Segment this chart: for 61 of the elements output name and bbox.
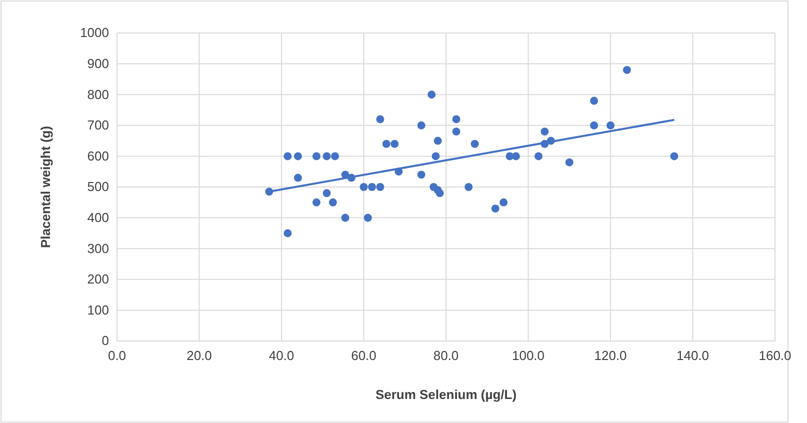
point: [606, 121, 614, 130]
x-tick-label: 60.0: [351, 348, 376, 364]
point: [428, 90, 436, 99]
point: [322, 189, 331, 198]
point: [312, 198, 320, 206]
point: [417, 170, 426, 179]
point: [376, 115, 384, 124]
y-tick-label: 100: [87, 302, 109, 318]
point: [284, 152, 292, 160]
point: [565, 158, 574, 166]
y-tick-label: 300: [87, 240, 109, 256]
point: [284, 229, 292, 238]
x-axis-title: Serum Selenium (µg/L): [375, 387, 517, 402]
point: [434, 136, 442, 145]
point: [294, 152, 302, 160]
y-tick-label: 200: [87, 272, 109, 287]
point: [590, 96, 598, 105]
y-tick-label: 500: [87, 179, 109, 194]
point: [417, 121, 426, 130]
point: [534, 152, 543, 160]
point: [590, 121, 598, 130]
y-tick-label: 0: [102, 333, 109, 348]
point: [368, 183, 376, 191]
point: [464, 183, 473, 191]
y-axis-title: Placental weight (g): [38, 126, 53, 248]
point: [512, 152, 520, 160]
x-tick-label: 0.0: [108, 348, 126, 364]
x-tick-label: 80.0: [433, 348, 459, 364]
y-tick-label: 400: [87, 210, 109, 225]
point: [382, 140, 390, 148]
x-tick-label: 160.0: [758, 348, 792, 364]
point: [322, 152, 331, 160]
point: [312, 152, 320, 160]
x-tick-label: 120.0: [594, 348, 627, 364]
point: [470, 140, 479, 148]
point: [452, 128, 460, 136]
y-tick-label: 600: [87, 148, 109, 164]
point: [328, 198, 337, 206]
point: [341, 214, 350, 222]
x-tick-label: 40.0: [268, 348, 294, 364]
point: [330, 152, 339, 160]
point: [622, 66, 631, 74]
point: [540, 128, 549, 136]
point: [452, 115, 460, 124]
point: [364, 214, 372, 222]
y-tick-label: 700: [87, 118, 109, 133]
x-tick-label: 140.0: [676, 348, 710, 364]
y-tick-label: 1000: [80, 25, 109, 40]
point: [360, 183, 368, 191]
point: [491, 204, 500, 213]
x-tick-label: 20.0: [186, 348, 212, 364]
point: [294, 174, 302, 182]
point: [432, 152, 440, 160]
point: [670, 152, 678, 160]
point: [376, 183, 384, 191]
y-tick-label: 800: [87, 86, 109, 102]
y-tick-label: 900: [87, 56, 109, 71]
x-tick-label: 100.0: [512, 348, 545, 364]
point: [436, 189, 444, 198]
point: [390, 140, 399, 148]
point: [500, 198, 508, 206]
